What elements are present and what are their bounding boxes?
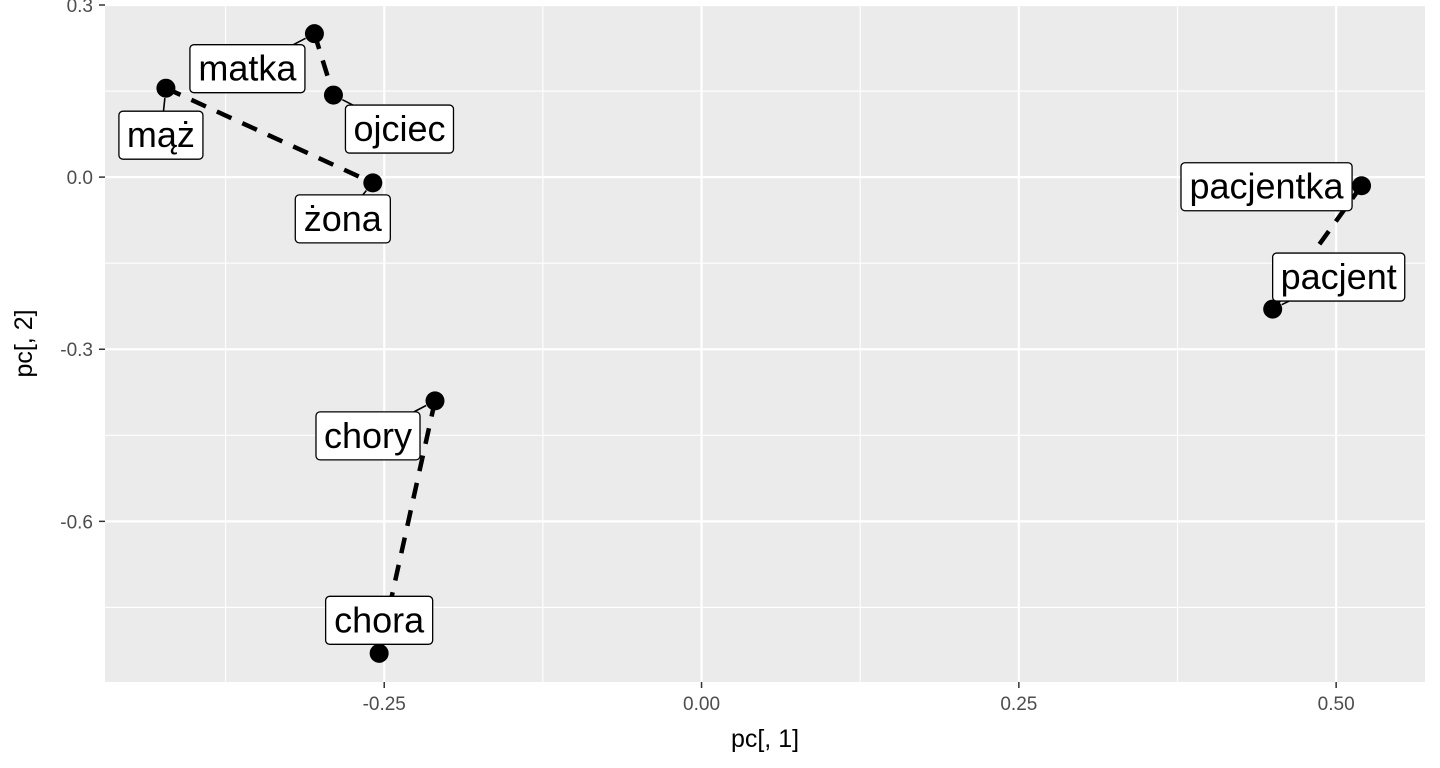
point-label: ojciec — [344, 104, 455, 154]
label-text: pacjent — [1281, 256, 1397, 297]
label-box — [315, 411, 421, 461]
pair-line — [376, 400, 438, 654]
point-label: pacjent — [1271, 252, 1406, 302]
label-connector — [162, 98, 166, 112]
label-box — [118, 110, 204, 160]
x-tick-label: 0.25 — [1000, 694, 1037, 715]
data-point — [156, 78, 176, 98]
label-box — [294, 194, 391, 244]
label-text: chora — [334, 599, 425, 640]
label-box — [1180, 162, 1353, 212]
label-connector — [362, 190, 368, 196]
point-label: żona — [294, 194, 391, 244]
x-tick-label: -0.25 — [363, 694, 406, 715]
label-connector — [292, 37, 306, 46]
pair-line — [164, 86, 374, 185]
label-text: matka — [198, 48, 297, 89]
x-tick-label: 0.00 — [683, 694, 720, 715]
label-text: żona — [304, 198, 383, 239]
data-point — [304, 24, 324, 44]
data-point — [1263, 299, 1283, 319]
label-text: chory — [324, 415, 412, 456]
label-text: pacjentka — [1189, 166, 1344, 207]
x-axis-title: pc[, 1] — [731, 725, 799, 753]
label-connector — [413, 404, 427, 413]
label-text: mąż — [127, 114, 195, 155]
data-point — [323, 85, 343, 105]
pair-line — [312, 33, 336, 96]
label-box — [189, 44, 306, 94]
label-box — [1271, 252, 1406, 302]
data-point — [1352, 176, 1372, 196]
x-tick-label: 0.50 — [1318, 694, 1355, 715]
label-box — [344, 104, 455, 154]
axes: -0.25 0.00 0.25 0.50 0.3 0.0 -0.3 -0.6 — [60, 0, 1354, 715]
label-text: ojciec — [353, 108, 445, 149]
label-connector — [341, 98, 354, 106]
point-label: pacjentka — [1180, 162, 1353, 212]
data-point — [425, 391, 445, 411]
data-point — [363, 173, 383, 193]
y-tick-label: -0.3 — [60, 340, 93, 361]
plot-panel — [105, 5, 1425, 682]
label-box — [324, 595, 434, 645]
point-label: mąż — [118, 110, 204, 160]
data-point — [369, 643, 389, 663]
y-axis-title: pc[, 2] — [10, 309, 38, 377]
points — [156, 24, 1372, 663]
point-labels: matka ojciec mąż żona pacjentka pacjent chory c… — [118, 44, 1406, 645]
y-tick-label: -0.6 — [60, 512, 93, 533]
point-label: matka — [189, 44, 306, 94]
point-label: chora — [324, 595, 434, 645]
y-tick-label: 0.0 — [67, 168, 93, 189]
point-label: chory — [315, 411, 421, 461]
y-tick-label: 0.3 — [67, 0, 93, 17]
